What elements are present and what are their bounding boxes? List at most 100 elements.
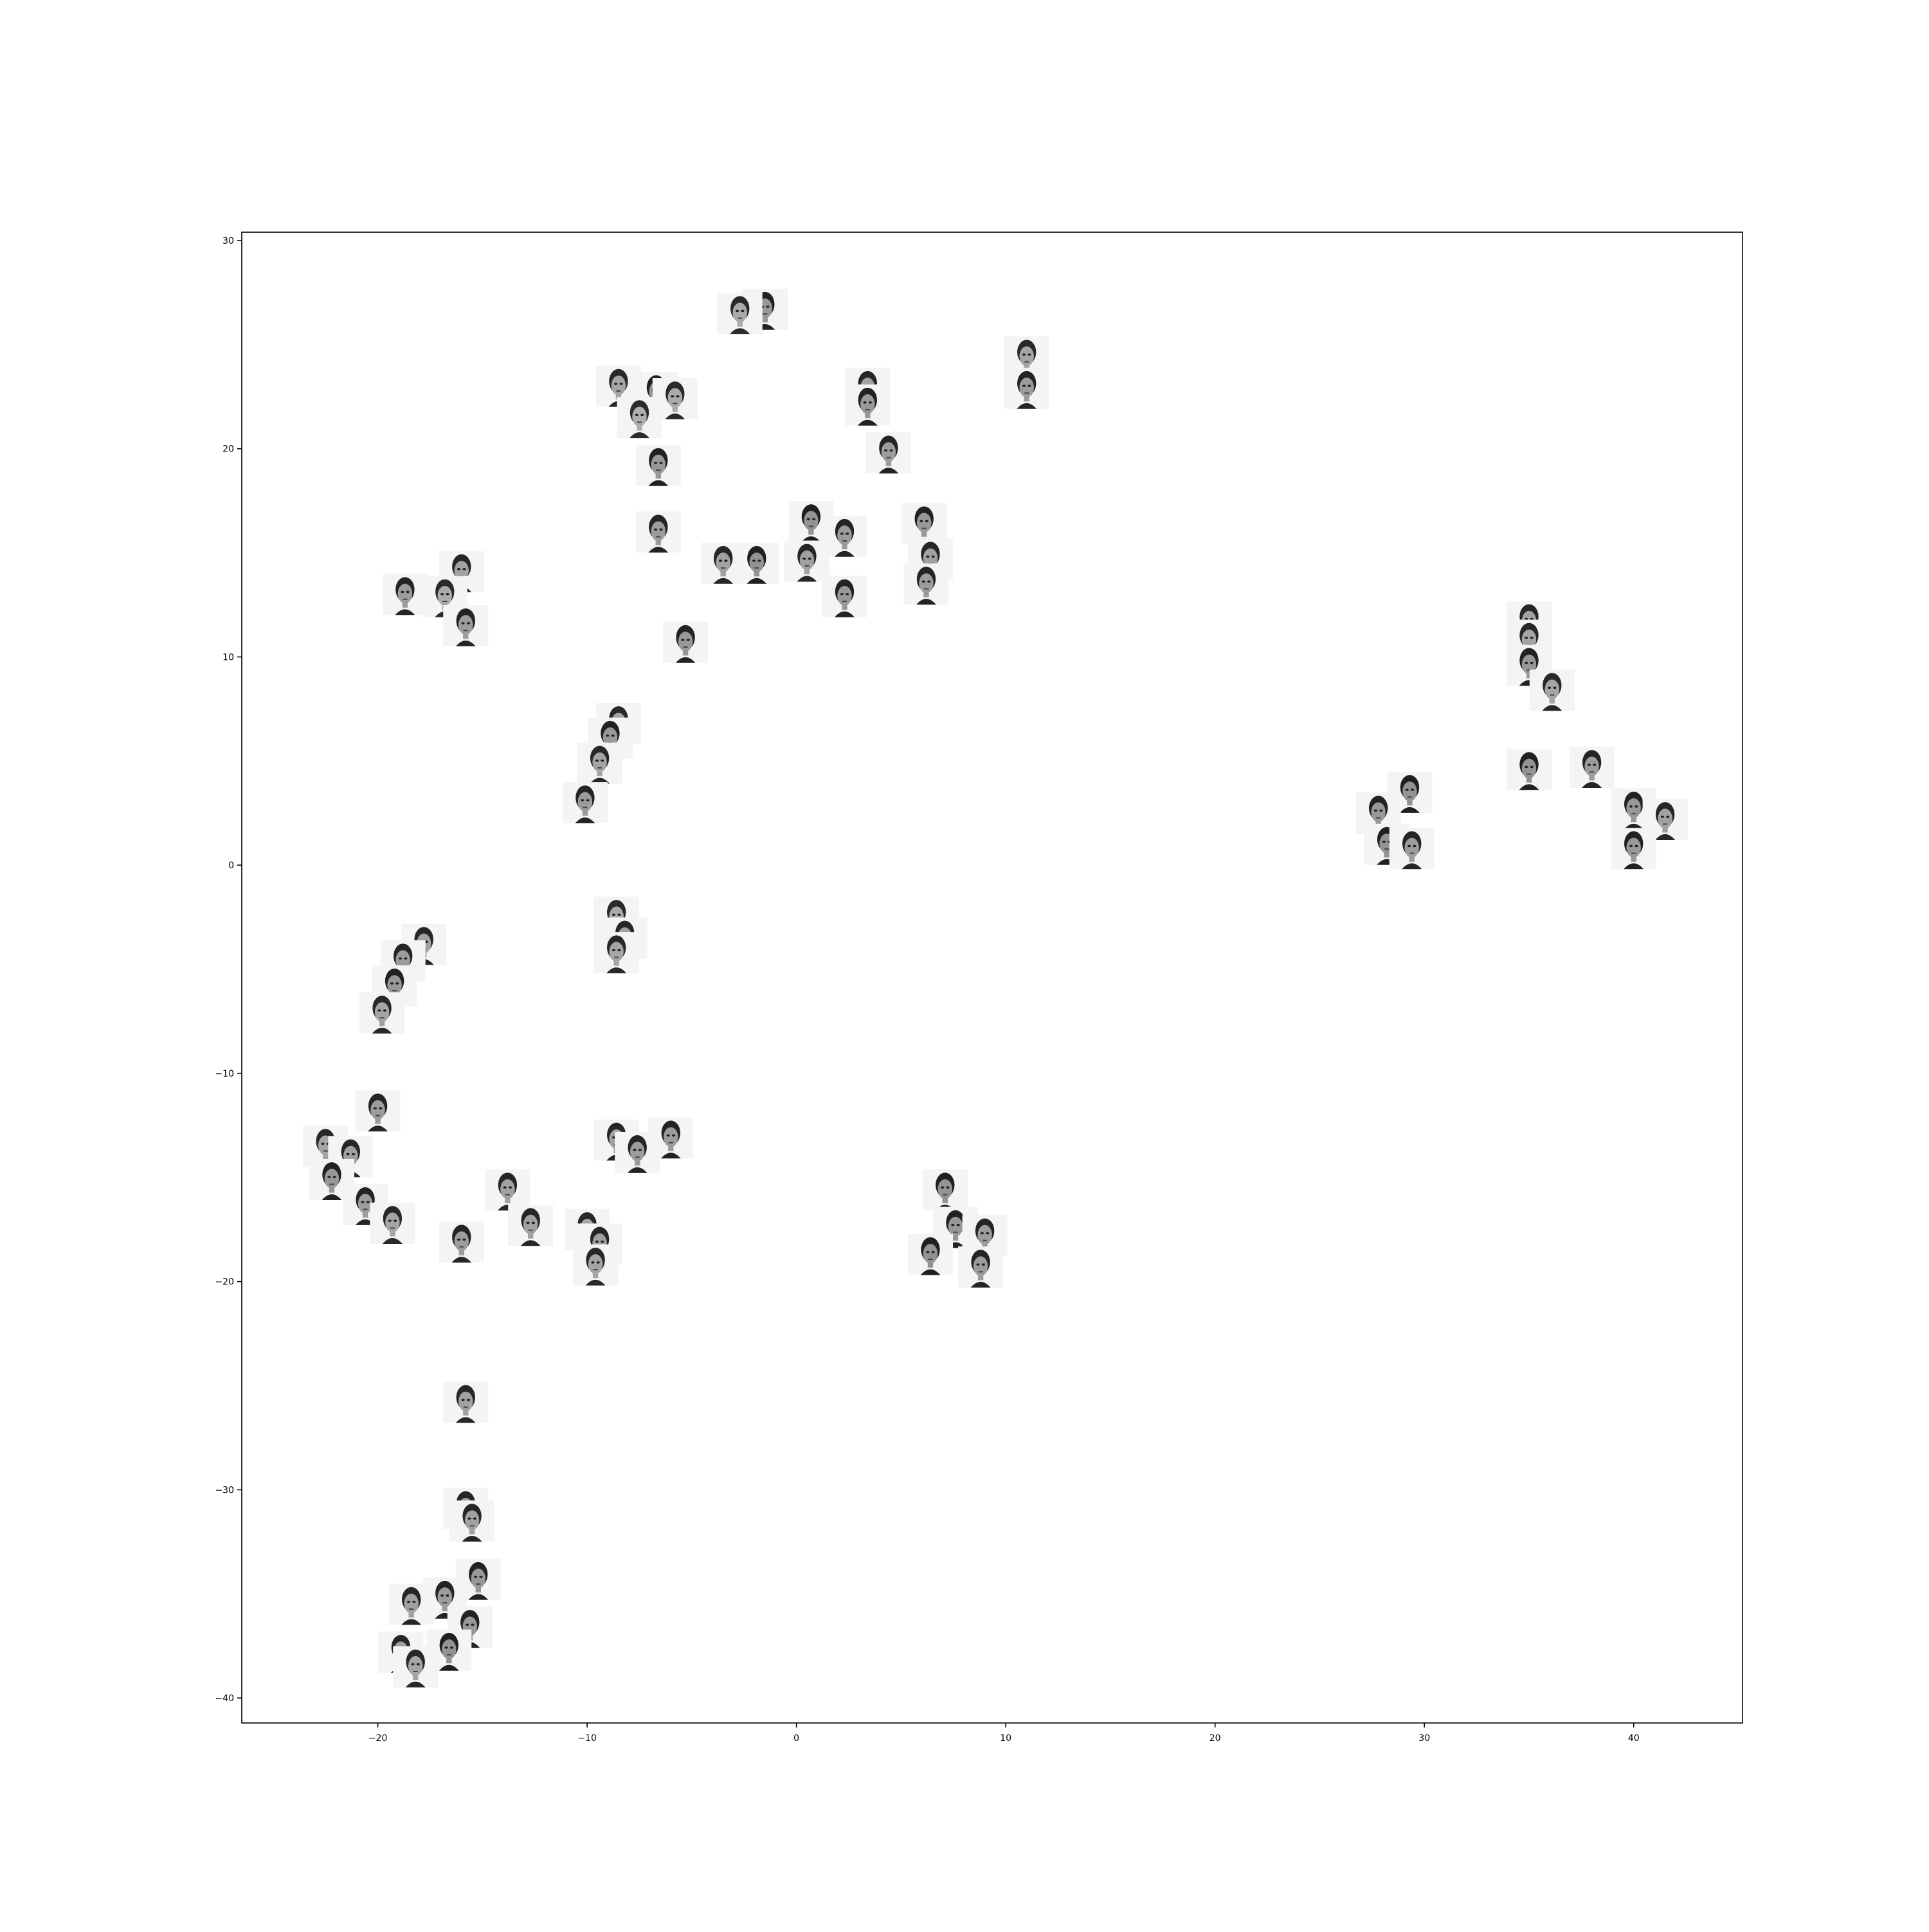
thumbnail-mouth: [463, 630, 468, 632]
face-thumbnail-marker: [1004, 367, 1049, 409]
thumbnail-face: [397, 583, 413, 604]
thumbnail-eye: [611, 949, 616, 952]
thumbnail-shoulders: [322, 1194, 342, 1200]
face-thumbnail-marker: [784, 540, 829, 582]
thumbnail-neck: [1024, 395, 1029, 402]
thumbnail-eye: [596, 1261, 600, 1264]
thumbnail-eye: [986, 1232, 990, 1235]
thumbnail-eye: [946, 1186, 950, 1189]
thumbnail-neck: [1024, 363, 1029, 370]
thumbnail-eye: [406, 1600, 411, 1603]
plot-frame: [241, 232, 1743, 1724]
thumbnail-face: [602, 727, 618, 747]
thumbnail-eye: [686, 639, 690, 641]
face-thumbnail-marker: [1507, 749, 1552, 790]
face-thumbnail-marker: [443, 605, 489, 646]
thumbnail-eye: [595, 759, 599, 762]
thumbnail-shoulders: [835, 551, 855, 557]
thumbnail-eye: [802, 557, 806, 560]
thumbnail-neck: [582, 809, 588, 816]
face-thumbnail-marker: [903, 563, 949, 605]
thumbnail-eye: [1028, 385, 1031, 387]
thumbnail-face: [464, 1510, 480, 1531]
thumbnail-neck: [923, 590, 929, 597]
thumbnail-shoulders: [675, 657, 696, 663]
thumbnail-mouth: [637, 421, 642, 423]
thumbnail-eye: [466, 1398, 471, 1401]
thumbnail-eye: [1413, 844, 1417, 848]
thumbnail-eye: [394, 1219, 397, 1222]
thumbnail-face: [799, 550, 815, 570]
thumbnail-neck: [528, 1232, 534, 1239]
thumbnail-face: [385, 1212, 400, 1233]
thumbnail-face: [374, 1002, 390, 1023]
thumbnail-shoulders: [1519, 784, 1539, 790]
thumbnail-face: [358, 1194, 373, 1214]
thumbnail-face: [577, 792, 593, 812]
face-thumbnail-marker: [393, 1646, 439, 1688]
thumbnail-neck: [668, 1144, 674, 1151]
thumbnail-shoulders: [648, 480, 669, 486]
thumbnail-eye: [1530, 636, 1534, 639]
thumbnail-face: [977, 1225, 992, 1245]
thumbnail-neck: [1589, 774, 1595, 781]
thumbnail-face: [387, 975, 402, 995]
thumbnail-eye: [606, 734, 610, 737]
thumbnail-shoulders: [395, 609, 415, 615]
thumbnail-face: [609, 942, 624, 962]
thumbnail-eye: [1022, 353, 1026, 356]
thumbnail-eye: [1635, 805, 1638, 808]
thumbnail-mouth: [754, 567, 759, 569]
thumbnail-face: [732, 302, 747, 323]
thumbnail-eye: [446, 1594, 449, 1597]
thumbnail-mouth: [446, 1654, 451, 1656]
thumbnail-neck: [597, 769, 602, 776]
thumbnail-mouth: [442, 601, 448, 602]
thumbnail-mouth: [469, 1525, 475, 1527]
thumbnail-eye: [1379, 809, 1383, 812]
thumbnail-eye: [671, 395, 675, 397]
thumbnail-face: [678, 632, 693, 652]
thumbnail-eye: [503, 1186, 507, 1189]
thumbnail-mouth: [1409, 852, 1415, 854]
thumbnail-eye: [735, 309, 739, 313]
face-thumbnail-marker: [508, 1205, 554, 1246]
thumbnail-face: [651, 454, 666, 475]
thumbnail-eye: [681, 639, 685, 641]
thumbnail-shoulders: [835, 611, 855, 617]
thumbnail-shoulders: [920, 1269, 941, 1275]
thumbnail-neck: [362, 1211, 368, 1218]
thumbnail-face: [454, 1231, 469, 1252]
thumbnail-eye: [466, 1623, 469, 1627]
thumbnail-shoulders: [970, 1282, 991, 1288]
thumbnail-mouth: [390, 1227, 395, 1229]
thumbnail-neck: [942, 1196, 948, 1203]
face-thumbnail-marker: [822, 576, 867, 617]
x-tick-label: 30: [1418, 1733, 1430, 1744]
axes-layer: −20 −10 0 10 20 30 40 −40 −30 −20 −10 0 10 20 30: [215, 232, 1743, 1744]
thumbnail-eye: [361, 1201, 365, 1203]
thumbnail-eye: [926, 555, 930, 558]
thumbnail-eye: [846, 533, 849, 535]
thumbnail-mouth: [593, 1269, 598, 1271]
thumbnail-neck: [655, 471, 661, 479]
thumbnail-mouth: [442, 1602, 448, 1604]
thumbnail-eye: [931, 555, 935, 558]
thumbnail-face: [471, 1568, 485, 1589]
thumbnail-face: [630, 1142, 645, 1162]
face-thumbnail-marker: [901, 503, 947, 545]
thumbnail-mouth: [323, 1150, 328, 1152]
thumbnail-neck: [762, 316, 768, 323]
thumbnail-face: [1019, 378, 1034, 397]
face-thumbnail-marker: [1529, 670, 1575, 711]
thumbnail-eye: [919, 520, 923, 523]
thumbnail-eye: [617, 949, 621, 952]
thumbnail-face: [881, 442, 896, 462]
thumbnail-mouth: [953, 1231, 958, 1233]
thumbnail-eye: [1525, 617, 1528, 621]
thumbnail-neck: [1662, 826, 1668, 833]
thumbnail-face: [837, 585, 852, 606]
thumbnail-eye: [462, 568, 466, 570]
thumbnail-neck: [446, 1656, 452, 1664]
thumbnail-face: [837, 525, 852, 545]
